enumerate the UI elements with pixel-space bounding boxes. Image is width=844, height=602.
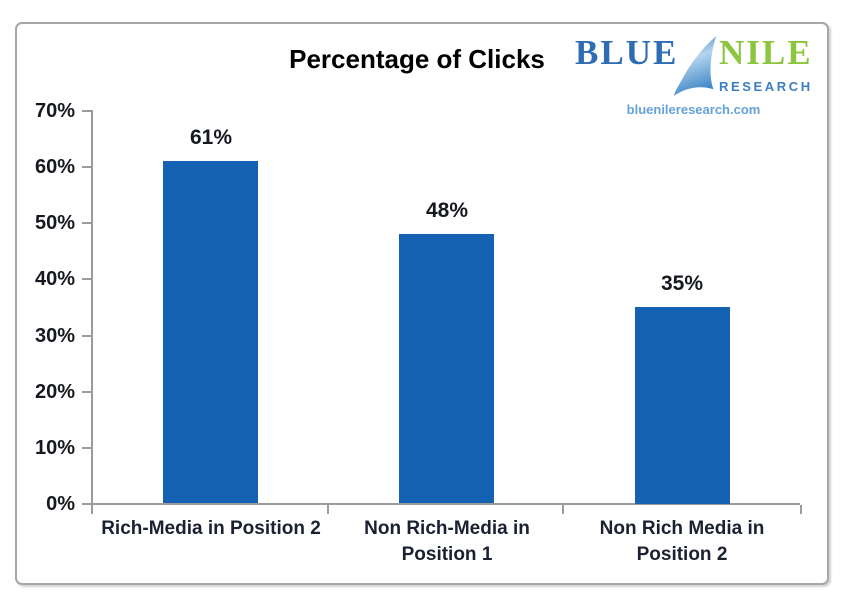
y-axis-tick [82, 390, 91, 393]
x-axis-tick [562, 505, 564, 514]
bar-value-label: 35% [660, 272, 704, 295]
x-axis-category-label: Rich-Media in Position 2 [93, 516, 329, 542]
y-axis-tick-label: 10% [34, 436, 75, 459]
x-axis-category-label: Non Rich-Media in Position 1 [329, 516, 565, 568]
y-axis-tick [82, 334, 91, 337]
y-axis-tick-label: 50% [34, 212, 75, 235]
y-axis-tick-label: 0% [46, 493, 75, 515]
bar-value-label: 61% [189, 126, 233, 149]
y-axis-tick [82, 222, 91, 225]
y-axis-tick-label: 70% [34, 100, 75, 122]
logo-word-nile: NILE [719, 33, 813, 72]
x-axis-category-label-line: Non Rich-Media in [364, 518, 530, 539]
y-axis-tick-label: 20% [34, 380, 75, 403]
y-axis-tick [82, 166, 91, 169]
y-axis-tick [82, 446, 91, 449]
x-axis-category-label-line: Position 1 [401, 544, 493, 565]
y-axis-tick [82, 278, 91, 281]
bar-value-label: 48% [425, 199, 469, 222]
y-axis-tick-label: 40% [34, 268, 75, 291]
logo-word-blue: BLUE [575, 33, 679, 72]
logo-website: bluenileresearch.com [626, 102, 761, 117]
logo-word-research: RESEARCH [719, 79, 813, 94]
bar [635, 307, 730, 504]
y-axis-tick [82, 503, 91, 505]
chart-title: Percentage of Clicks [289, 44, 545, 74]
y-axis-tick [82, 110, 91, 112]
bar [399, 234, 494, 503]
x-axis-category-label: Non Rich Media in Position 2 [564, 516, 800, 568]
x-axis-category-label-line: Rich-Media in Position 2 [101, 518, 321, 539]
blue-nile-research-logo: BLUE NILE RESEARCH bluenileresearch.com [575, 32, 815, 122]
x-axis-category-label-line: Non Rich Media in [599, 518, 765, 539]
y-axis-tick-label: 30% [34, 324, 75, 347]
bar [163, 161, 258, 503]
x-axis-category-label-line: Position 2 [636, 544, 728, 565]
y-axis-tick-label: 60% [34, 156, 75, 179]
x-axis-line [91, 503, 800, 505]
y-axis-line [91, 110, 93, 505]
x-axis-tick [327, 505, 329, 514]
sail-icon [674, 35, 717, 96]
x-axis-tick [800, 505, 802, 514]
x-axis-tick [91, 505, 93, 514]
